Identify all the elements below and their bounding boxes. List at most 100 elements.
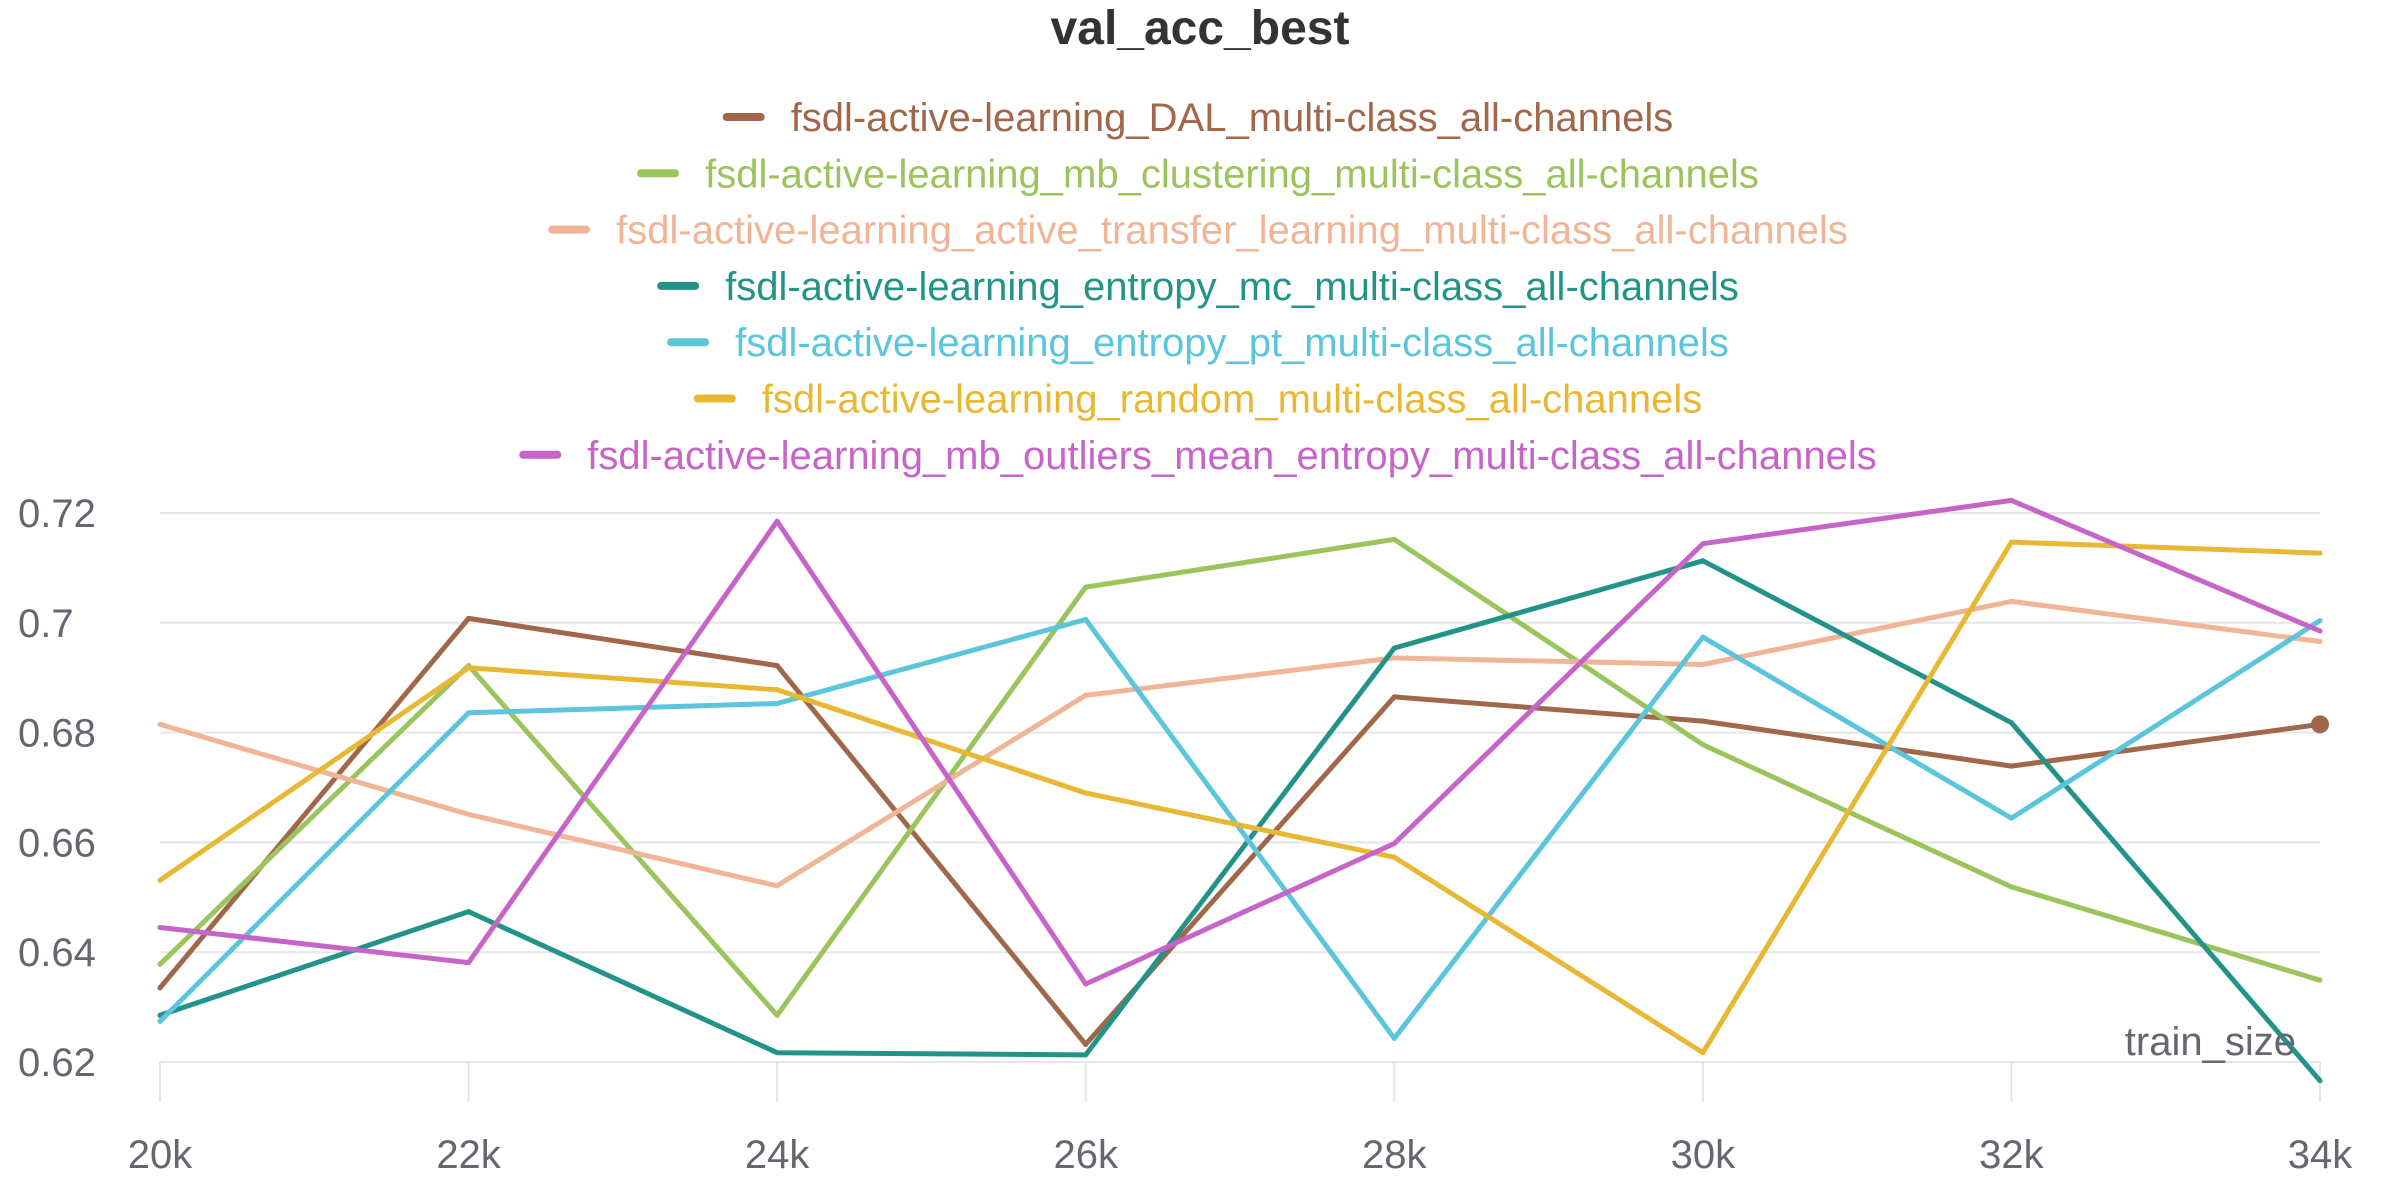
series-line	[157, 558, 2323, 1084]
y-tick-label: 0.68	[18, 712, 96, 756]
series-line	[157, 536, 2323, 1018]
legend: fsdl-active-learning_DAL_multi-class_all…	[519, 96, 1877, 478]
legend-label: fsdl-active-learning_mb_outliers_mean_en…	[587, 434, 1877, 478]
legend-label: fsdl-active-learning_mb_clustering_multi…	[705, 152, 1759, 196]
data-point	[774, 1012, 780, 1018]
legend-label: fsdl-active-learning_active_transfer_lea…	[616, 209, 1848, 253]
data-point	[2008, 539, 2014, 545]
legend-item: fsdl-active-learning_mb_outliers_mean_en…	[519, 434, 1877, 478]
data-point	[2317, 1078, 2323, 1084]
legend-label: fsdl-active-learning_DAL_multi-class_all…	[791, 96, 1674, 140]
data-point	[774, 687, 780, 693]
data-point	[466, 909, 472, 915]
series-1	[157, 615, 2329, 1047]
data-point	[1700, 634, 1706, 640]
data-point	[1083, 1041, 1089, 1047]
data-point	[157, 961, 163, 967]
y-tick-label: 0.66	[18, 821, 96, 865]
series-lines	[157, 497, 2329, 1084]
y-tick-label: 0.72	[18, 492, 96, 536]
series-line	[157, 497, 2323, 987]
data-point	[1083, 790, 1089, 796]
data-point	[1391, 1035, 1397, 1041]
data-point	[1083, 1052, 1089, 1058]
x-tick-label: 30k	[1671, 1133, 1736, 1177]
data-point	[774, 518, 780, 524]
grid-lines	[160, 512, 2320, 1063]
data-point	[1700, 541, 1706, 547]
data-point	[2008, 763, 2014, 769]
y-tick-label: 0.62	[18, 1041, 96, 1085]
data-point	[774, 663, 780, 669]
data-point	[2317, 550, 2323, 556]
series-7	[157, 497, 2323, 987]
data-point	[157, 1018, 163, 1024]
x-tick-label: 32k	[1979, 1133, 2044, 1177]
data-point	[1391, 645, 1397, 651]
data-point	[1391, 854, 1397, 860]
series-line	[157, 539, 2323, 1056]
data-point	[1391, 655, 1397, 661]
y-tick-label: 0.64	[18, 931, 96, 975]
data-point	[157, 1012, 163, 1018]
data-point	[1083, 981, 1089, 987]
x-axis-ticks: 20k 22k 24k 26k 28k 30k 32k 34k	[128, 1062, 2353, 1177]
data-point	[2317, 638, 2323, 644]
series-line	[157, 617, 2323, 1041]
data-point	[157, 924, 163, 930]
series-5	[157, 617, 2323, 1041]
data-point	[1391, 694, 1397, 700]
data-point	[2008, 884, 2014, 890]
x-tick-label: 28k	[1362, 1133, 1427, 1177]
data-point	[1700, 1050, 1706, 1056]
x-tick-label: 26k	[1053, 1133, 1118, 1177]
data-point	[774, 1050, 780, 1056]
x-axis-label: train_size	[2125, 1020, 2296, 1064]
data-point	[1700, 718, 1706, 724]
series-line	[157, 598, 2323, 889]
y-axis-ticks: 0.62 0.64 0.66 0.68 0.7 0.72	[18, 492, 96, 1085]
legend-item: fsdl-active-learning_active_transfer_lea…	[548, 209, 1848, 253]
legend-item: fsdl-active-learning_DAL_multi-class_all…	[722, 96, 1674, 140]
data-point	[2317, 977, 2323, 983]
data-point	[2317, 618, 2323, 624]
y-tick-label: 0.7	[18, 602, 74, 646]
series-6	[157, 539, 2323, 1056]
series-4	[157, 558, 2323, 1084]
legend-item: fsdl-active-learning_mb_clustering_multi…	[637, 152, 1759, 196]
x-tick-label: 24k	[745, 1133, 810, 1177]
series-end-marker	[2311, 715, 2329, 734]
data-point	[466, 710, 472, 716]
data-point	[1700, 742, 1706, 748]
chart-title: val_acc_best	[1051, 2, 1350, 55]
data-point	[1700, 662, 1706, 668]
data-point	[1391, 536, 1397, 542]
data-point	[2008, 497, 2014, 503]
x-tick-label: 22k	[436, 1133, 501, 1177]
data-point	[774, 701, 780, 707]
legend-label: fsdl-active-learning_entropy_mc_multi-cl…	[725, 265, 1739, 309]
data-point	[466, 811, 472, 817]
data-point	[1700, 558, 1706, 564]
data-point	[157, 721, 163, 727]
data-point	[1083, 584, 1089, 590]
legend-label: fsdl-active-learning_random_multi-class_…	[762, 378, 1702, 422]
series-line	[157, 615, 2323, 1047]
data-point	[1391, 840, 1397, 846]
data-point	[774, 883, 780, 889]
x-tick-label: 34k	[2288, 1133, 2353, 1177]
data-point	[466, 665, 472, 671]
legend-item: fsdl-active-learning_entropy_pt_multi-cl…	[667, 321, 1729, 365]
x-tick-label: 20k	[128, 1133, 193, 1177]
legend-item: fsdl-active-learning_random_multi-class_…	[693, 378, 1702, 422]
legend-label: fsdl-active-learning_entropy_pt_multi-cl…	[735, 321, 1729, 365]
data-point	[2008, 598, 2014, 604]
data-point	[1083, 692, 1089, 698]
data-point	[2008, 720, 2014, 726]
data-point	[157, 877, 163, 883]
series-3	[157, 598, 2323, 889]
data-point	[466, 615, 472, 621]
data-point	[2008, 815, 2014, 821]
data-point	[2317, 628, 2323, 634]
